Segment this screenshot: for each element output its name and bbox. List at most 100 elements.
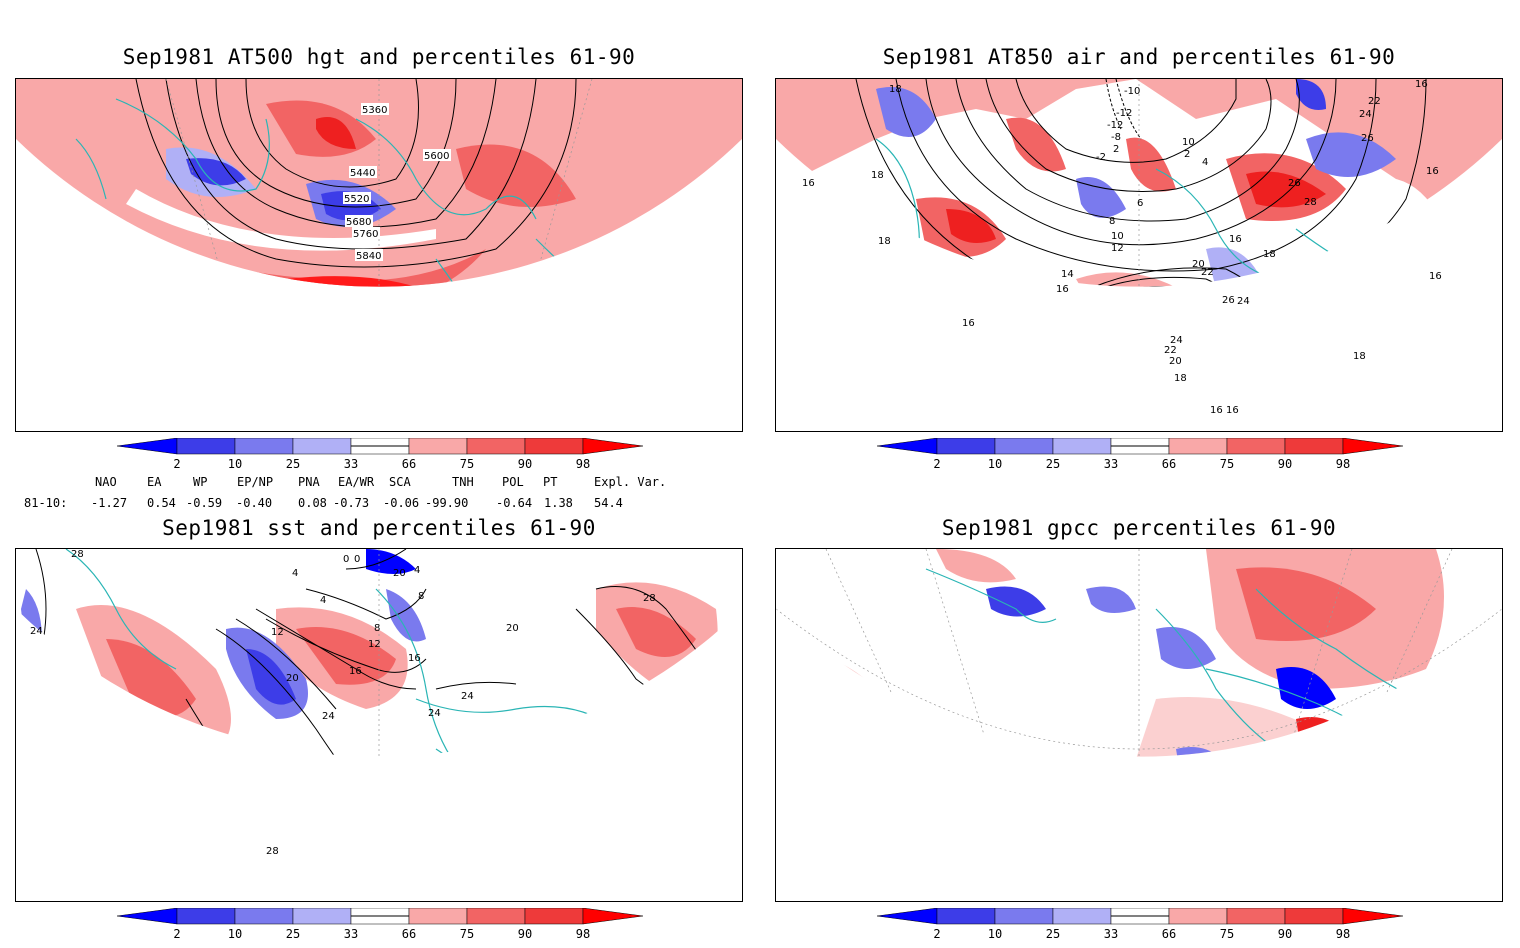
colorbar-label: 66 xyxy=(1161,457,1177,471)
contour-label: 16 xyxy=(802,178,815,189)
contour-label: 16 xyxy=(1429,271,1442,282)
colorbar-label: 2 xyxy=(933,927,941,941)
colorbar-label: 25 xyxy=(285,457,301,471)
colorbar-swatch xyxy=(466,438,526,455)
colorbar-swatch xyxy=(994,438,1054,455)
colorbar-swatch xyxy=(1342,438,1404,455)
index-value: -0.40 xyxy=(236,496,273,510)
contour-label: 4 xyxy=(414,565,420,576)
contour-label: 16 xyxy=(349,666,362,677)
colorbar-swatch xyxy=(1168,908,1228,925)
index-name: NAO xyxy=(95,475,117,489)
index-name: EP/NP xyxy=(237,475,274,489)
colorbar-air850: 2 10 25 33 66 75 90 98 xyxy=(877,438,1417,478)
contour-label: 22 xyxy=(1201,267,1214,278)
contour-label: 16 xyxy=(408,653,421,664)
colorbar-swatch xyxy=(936,438,996,455)
map-panel-hgt500: 5360 5440 5520 5600 5680 5760 5840 xyxy=(15,78,743,432)
colorbar-swatch xyxy=(1284,438,1344,455)
contour-label: 16 xyxy=(1415,79,1428,90)
index-name: WP xyxy=(193,475,208,489)
contour-label: -10 xyxy=(1124,86,1140,97)
index-name: POL xyxy=(502,475,524,489)
contour-label: -2 xyxy=(1096,152,1106,163)
contour-label: 28 xyxy=(266,846,279,857)
map-panel-air850: 18 16 18 18 -10 -12 -12 -8 2 -2 10 2 4 2… xyxy=(775,78,1503,432)
contour-label: 2 xyxy=(1184,149,1190,160)
contour-label: 26 xyxy=(1288,178,1301,189)
colorbar-label: 90 xyxy=(517,457,533,471)
contour-label: 20 xyxy=(1192,259,1205,270)
colorbar-label: 25 xyxy=(1045,457,1061,471)
contour-label: 4 xyxy=(1202,157,1208,168)
colorbar-label: 10 xyxy=(987,457,1003,471)
contour-label: 5520 xyxy=(344,194,369,205)
contour-label: 24 xyxy=(322,711,335,722)
colorbar-swatches xyxy=(877,438,1404,455)
colorbar-swatch xyxy=(234,908,294,925)
contour-label: 26 xyxy=(1361,133,1374,144)
contour-label: -8 xyxy=(1111,132,1121,143)
contour-label: 18 xyxy=(871,170,884,181)
colorbar-swatch xyxy=(176,908,236,925)
index-value: 54.4 xyxy=(594,496,623,510)
panel-title-hgt500: Sep1981 AT500 hgt and percentiles 61-90 xyxy=(122,45,636,69)
contour-label: 10 xyxy=(1111,231,1124,242)
contour-labels-air850: 18 16 18 18 -10 -12 -12 -8 2 -2 10 2 4 2… xyxy=(802,79,1442,416)
map-gpcc xyxy=(776,549,1502,757)
contour-label: 24 xyxy=(428,708,441,719)
colorbar-label: 33 xyxy=(343,927,359,941)
colorbar-label: 2 xyxy=(173,927,181,941)
index-name: EA xyxy=(147,475,162,489)
colorbar-swatch xyxy=(524,438,584,455)
contour-label: 16 xyxy=(1426,166,1439,177)
contour-label: 28 xyxy=(1304,197,1317,208)
colorbar-swatch xyxy=(1052,438,1112,455)
colorbar-label: 2 xyxy=(933,457,941,471)
contour-label: 12 xyxy=(1111,243,1124,254)
colorbar-label: 33 xyxy=(343,457,359,471)
colorbar-swatch xyxy=(292,908,352,925)
contour-label: 24 xyxy=(1237,296,1250,307)
index-value: -0.59 xyxy=(186,496,223,510)
colorbar-swatch xyxy=(466,908,526,925)
contour-label: 16 xyxy=(1226,405,1239,416)
contour-label: 20 xyxy=(393,568,406,579)
contour-label: 12 xyxy=(368,639,381,650)
colorbar-label: 25 xyxy=(285,927,301,941)
colorbar-swatch xyxy=(994,908,1054,925)
colorbar-swatches xyxy=(117,908,644,925)
map-air850: 18 16 18 18 -10 -12 -12 -8 2 -2 10 2 4 2… xyxy=(776,79,1502,416)
colorbar-swatch xyxy=(877,438,938,455)
index-value: 0.08 xyxy=(298,496,327,510)
contour-label: 8 xyxy=(374,623,380,634)
contour-label: 16 xyxy=(962,318,975,329)
colorbar-label: 10 xyxy=(987,927,1003,941)
contour-label: 10 xyxy=(1182,137,1195,148)
contour-labels-hgt500: 5360 5440 5520 5600 5680 5760 5840 xyxy=(343,103,451,262)
contour-label: 5600 xyxy=(424,151,449,162)
colorbar-swatch xyxy=(117,908,178,925)
colorbar-label: 75 xyxy=(459,927,475,941)
contour-label: 16 xyxy=(1229,234,1242,245)
colorbar-label: 33 xyxy=(1103,457,1119,471)
colorbar-label: 98 xyxy=(1335,927,1351,941)
index-name: Expl. Var. xyxy=(594,475,667,489)
contour-label: 2 xyxy=(1113,144,1119,155)
colorbar-label: 90 xyxy=(1277,927,1293,941)
colorbar-label: 75 xyxy=(1219,927,1235,941)
colorbar-swatch xyxy=(936,908,996,925)
colorbar-swatch xyxy=(117,438,178,455)
contour-label: 14 xyxy=(1061,269,1074,280)
colorbar-swatches xyxy=(117,438,644,455)
colorbar-hgt500: 2 10 25 33 66 75 90 98 xyxy=(117,438,657,478)
contour-label: 24 xyxy=(1359,109,1372,120)
colorbar-swatch xyxy=(582,438,644,455)
colorbar-swatch xyxy=(234,438,294,455)
contour-label: 4 xyxy=(320,595,326,606)
contour-label: 16 xyxy=(1056,284,1069,295)
index-value: -0.64 xyxy=(496,496,533,510)
colorbar-swatch xyxy=(1052,908,1112,925)
contour-label: 24 xyxy=(1170,335,1183,346)
colorbar-label: 98 xyxy=(575,927,591,941)
